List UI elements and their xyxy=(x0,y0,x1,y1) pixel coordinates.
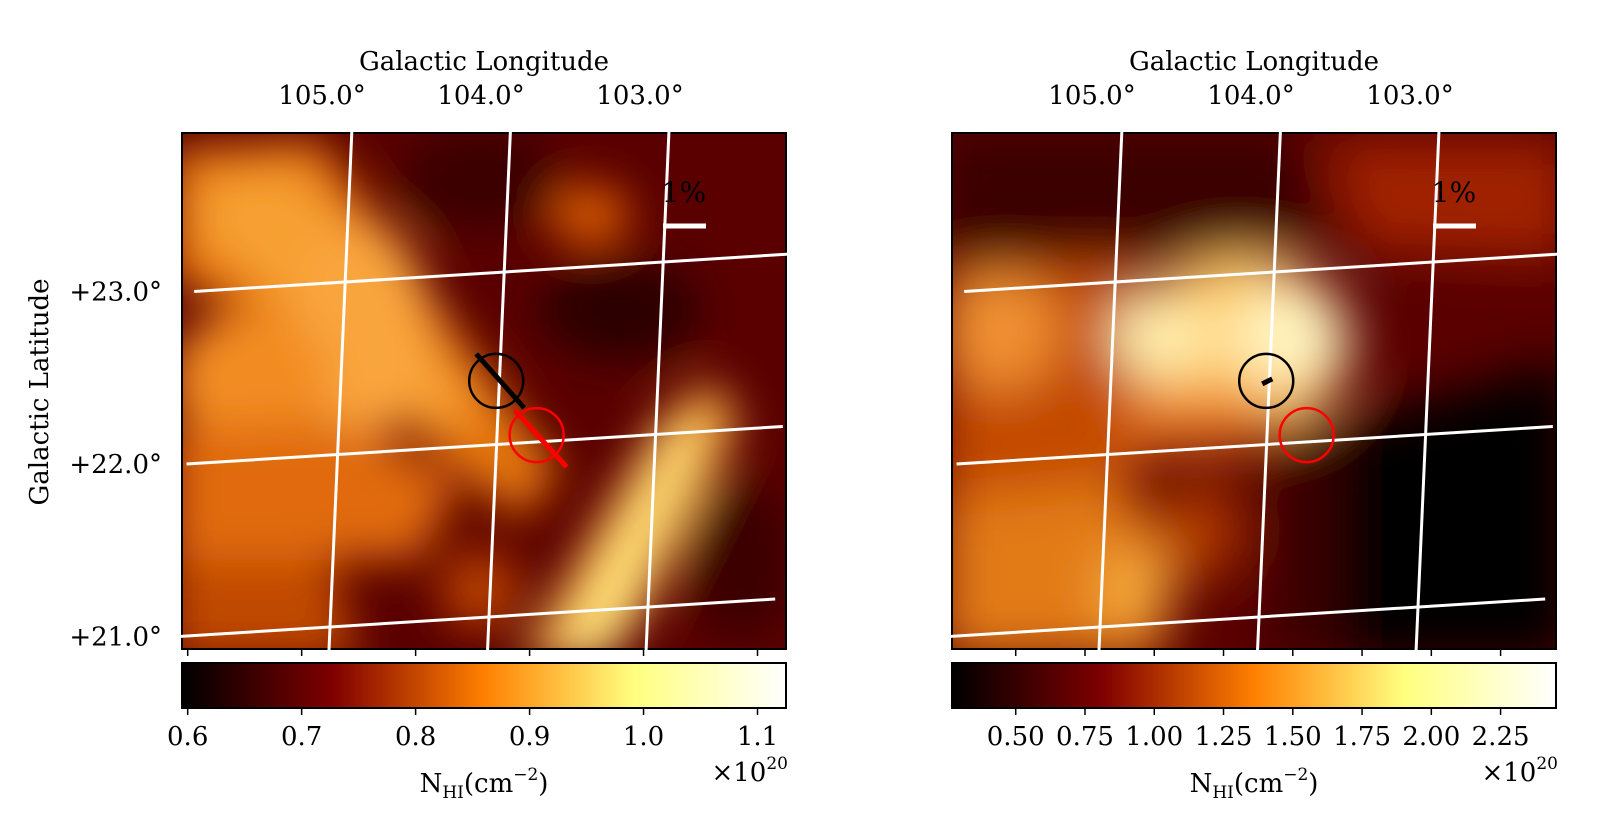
colorbar-multiplier-left: ×1020 xyxy=(711,754,788,788)
red-circle-right xyxy=(1278,406,1335,464)
colorbar-tick-label-right-0: 0.50 xyxy=(987,722,1045,752)
colorbar-tick-label-right-7: 2.25 xyxy=(1472,722,1530,752)
gridline-lat-right-1 xyxy=(956,425,1553,466)
colorbar-right: 0.50 0.75 1.00 1.25 1.50 1.75 2.00 2.25 NHI(cm−2… xyxy=(951,649,1558,803)
ylabel-left: Galactic Latitude xyxy=(25,279,55,506)
colorbar-tick-label-left-5: 1.1 xyxy=(737,722,778,752)
x-tick-label-right-0: 105.0° xyxy=(1048,81,1135,111)
colorbar-label-right: NHI(cm−2) xyxy=(1190,765,1319,803)
gridlines-right xyxy=(948,37,1561,679)
x-tick-label-right-1: 104.0° xyxy=(1207,81,1294,111)
ticks-left: 105.0° 104.0° 103.0° +23.0° +22.0° +21.0° xyxy=(69,81,683,653)
black-vector-left xyxy=(474,352,527,410)
colorbar-tick-label-right-6: 2.00 xyxy=(1402,722,1460,752)
colorbar-tick-label-right-3: 1.25 xyxy=(1195,722,1253,752)
scale-bar-label-left: 1% xyxy=(662,176,706,209)
x-tick-label-left-2: 103.0° xyxy=(596,81,683,111)
y-tick-label-left-2: +21.0° xyxy=(69,623,162,653)
gridline-lon-right-1 xyxy=(1255,47,1286,669)
black-vector-right xyxy=(1261,376,1274,387)
colorbar-tick-label-right-5: 1.75 xyxy=(1333,722,1391,752)
red-vector-left xyxy=(512,408,569,469)
ticks-right: 105.0° 104.0° 103.0° xyxy=(1048,81,1453,111)
colorbar-gradient-left xyxy=(181,662,787,709)
panel-left: 1% 105.0° 104.0° 103.0°+23.0°+22.0°+21.0° … xyxy=(25,37,791,803)
markers-left xyxy=(467,352,569,469)
heatmap-left xyxy=(182,133,786,649)
y-tick-label-left-0: +23.0° xyxy=(69,278,162,308)
gridlines-left xyxy=(178,37,791,679)
gridline-lon-left-0 xyxy=(326,57,357,679)
axes-frame-left xyxy=(181,132,787,650)
xlabel-right: Galactic Longitude xyxy=(1129,47,1379,77)
x-tick-label-left-1: 104.0° xyxy=(437,81,524,111)
gridline-lon-left-1 xyxy=(485,47,516,669)
colorbar-tick-label-left-1: 0.7 xyxy=(281,722,322,752)
colorbar-label-left: NHI(cm−2) xyxy=(420,765,549,803)
gridline-lon-right-0 xyxy=(1096,57,1127,679)
panel-right: 1% 105.0° 104.0° 103.0° Galactic Longitude… xyxy=(948,37,1561,803)
gridline-lon-left-2 xyxy=(644,37,675,659)
black-circle-right xyxy=(1237,352,1295,410)
gridline-lat-left-0 xyxy=(194,252,791,293)
colorbar-left: 0.6 0.7 0.8 0.9 1.0 1.1 NHI(cm−2) ×1020 xyxy=(167,649,788,803)
markers-right xyxy=(1237,352,1335,464)
gridline-lat-right-0 xyxy=(964,252,1561,293)
black-circle-left xyxy=(467,352,525,410)
gridline-lat-left-2 xyxy=(178,597,776,638)
colorbar-tick-label-left-3: 0.9 xyxy=(509,722,550,752)
colorbar-tick-label-left-2: 0.8 xyxy=(395,722,436,752)
colorbar-tick-label-right-1: 0.75 xyxy=(1056,722,1114,752)
axes-frame-right xyxy=(951,132,1557,650)
x-tick-label-right-2: 103.0° xyxy=(1366,81,1453,111)
red-circle-left xyxy=(508,406,565,464)
colorbar-tick-label-right-4: 1.50 xyxy=(1264,722,1322,752)
colorbar-multiplier-right: ×1020 xyxy=(1481,754,1558,788)
heatmap-right xyxy=(952,133,1556,649)
colorbar-tick-label-left-4: 1.0 xyxy=(623,722,664,752)
gridline-lon-right-2 xyxy=(1414,37,1445,659)
xlabel-left: Galactic Longitude xyxy=(359,47,609,77)
gridline-lat-right-2 xyxy=(948,597,1546,638)
colorbar-gradient-right xyxy=(951,662,1557,709)
scale-bar-label-right: 1% xyxy=(1432,176,1476,209)
colorbar-tick-label-right-2: 1.00 xyxy=(1125,722,1183,752)
x-tick-label-left-0: 105.0° xyxy=(278,81,365,111)
gridline-lat-left-1 xyxy=(186,425,783,466)
colorbar-tick-label-left-0: 0.6 xyxy=(167,722,208,752)
y-tick-label-left-1: +22.0° xyxy=(69,450,162,480)
